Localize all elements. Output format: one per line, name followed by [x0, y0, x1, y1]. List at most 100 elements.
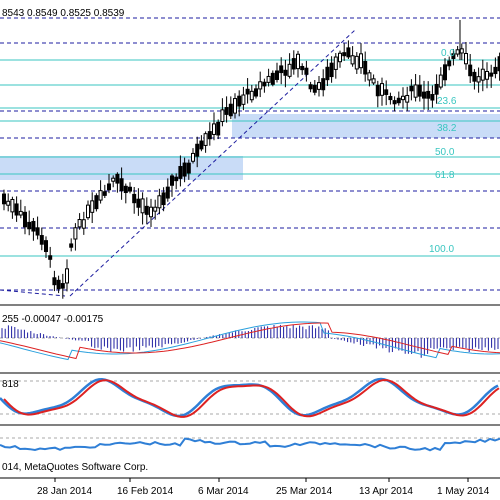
price-header: 8543 0.8549 0.8525 0.8539 — [2, 8, 125, 19]
candle-body — [468, 64, 473, 77]
candle-body — [228, 103, 233, 117]
candle-body — [317, 82, 321, 90]
macd-readout: 255 -0.00047 -0.00175 — [2, 314, 104, 325]
candle-body — [10, 198, 15, 213]
fibonacci-labels: 0.0 23.6 38.2 50.0 61.8 100.0 — [429, 48, 457, 255]
candle-body — [6, 200, 11, 206]
candle-body — [153, 206, 158, 212]
candle-body — [304, 67, 309, 75]
candle-body — [464, 53, 468, 65]
candle-body — [94, 195, 99, 210]
candle-body — [224, 107, 229, 115]
candle-body — [371, 78, 376, 84]
candle-body — [493, 66, 498, 75]
candle-body — [77, 219, 82, 228]
candle-body — [44, 240, 48, 252]
candle-body — [384, 89, 389, 95]
candle-body — [56, 279, 61, 290]
candle-body — [417, 84, 422, 97]
stoch-readout: 818 — [2, 379, 19, 390]
candle-body — [405, 94, 410, 103]
candle-body — [136, 198, 141, 208]
fib-label-61-8: 61.8 — [435, 170, 455, 181]
candle-body — [107, 183, 111, 191]
candle-body — [338, 52, 342, 63]
macd-line — [0, 321, 500, 361]
fib-label-0: 0.0 — [441, 48, 455, 59]
candle-body — [199, 140, 204, 150]
candle-body — [489, 72, 494, 77]
candle-body — [14, 203, 19, 216]
candle-body — [321, 78, 326, 91]
candle-body — [18, 210, 23, 216]
candle-body — [237, 95, 242, 107]
candle-body — [480, 68, 485, 81]
x-tick-label-5: 13 Apr 2014 — [359, 486, 413, 497]
stoch-main-line — [0, 377, 499, 418]
macd-signal-line — [0, 322, 500, 360]
candle-body — [329, 62, 334, 78]
candle-body — [2, 193, 6, 205]
candle-body — [485, 70, 489, 80]
candle-body — [39, 235, 44, 245]
candle-body — [325, 66, 330, 81]
macd-histogram — [1, 324, 499, 358]
candle-body — [90, 200, 95, 213]
candle-body — [161, 192, 166, 206]
candle-body — [443, 64, 447, 81]
candle-body — [380, 83, 384, 96]
candle-body — [170, 175, 174, 186]
candle-body — [413, 84, 418, 98]
candle-body — [81, 219, 86, 229]
candle-body — [186, 162, 191, 174]
candle-body — [430, 94, 435, 101]
candle-body — [300, 65, 305, 71]
x-tick-label-4: 25 Mar 2014 — [276, 486, 333, 497]
candle-body — [216, 121, 221, 136]
candle-body — [266, 75, 271, 83]
candle-body — [48, 255, 53, 260]
candle-body — [165, 186, 170, 199]
candle-body — [119, 178, 124, 192]
candle-body — [207, 131, 212, 140]
candle-body — [401, 95, 405, 101]
candle-body — [308, 84, 313, 90]
candle-body — [275, 70, 279, 80]
candle-body — [31, 220, 36, 232]
candle-body — [422, 91, 426, 99]
candle-body — [472, 71, 477, 82]
candle-body — [132, 193, 137, 204]
candle-body — [102, 191, 107, 196]
candle-body — [241, 94, 246, 105]
x-tick-label-1: 28 Jan 2014 — [37, 486, 92, 497]
candle-body — [434, 83, 439, 95]
x-axis: 28 Jan 2014 16 Feb 2014 6 Mar 2014 25 Ma… — [37, 478, 490, 497]
candle-body — [52, 277, 57, 286]
candle-body — [342, 52, 347, 57]
candle-body — [367, 72, 372, 81]
candle-body — [262, 81, 267, 87]
candle-body — [476, 76, 481, 83]
candle-body — [115, 173, 120, 184]
candle-body — [191, 152, 195, 162]
candle-body — [65, 268, 69, 284]
level-lines — [0, 17, 500, 291]
candle-body — [312, 84, 317, 93]
candle-body — [123, 185, 128, 194]
candle-body — [182, 162, 187, 177]
fib-zone-upper — [232, 114, 500, 138]
candle-body — [128, 186, 132, 192]
candle-body — [438, 74, 443, 88]
candle-body — [291, 58, 296, 70]
candle-body — [451, 53, 456, 60]
candle-body — [245, 88, 250, 95]
trendline-low — [0, 289, 66, 297]
candle-body — [174, 176, 179, 182]
candle-body — [287, 63, 292, 77]
candle-body — [212, 123, 216, 135]
candle-body — [346, 47, 351, 58]
candle-body — [140, 198, 145, 214]
candle-body — [23, 211, 27, 228]
candle-body — [375, 84, 380, 97]
